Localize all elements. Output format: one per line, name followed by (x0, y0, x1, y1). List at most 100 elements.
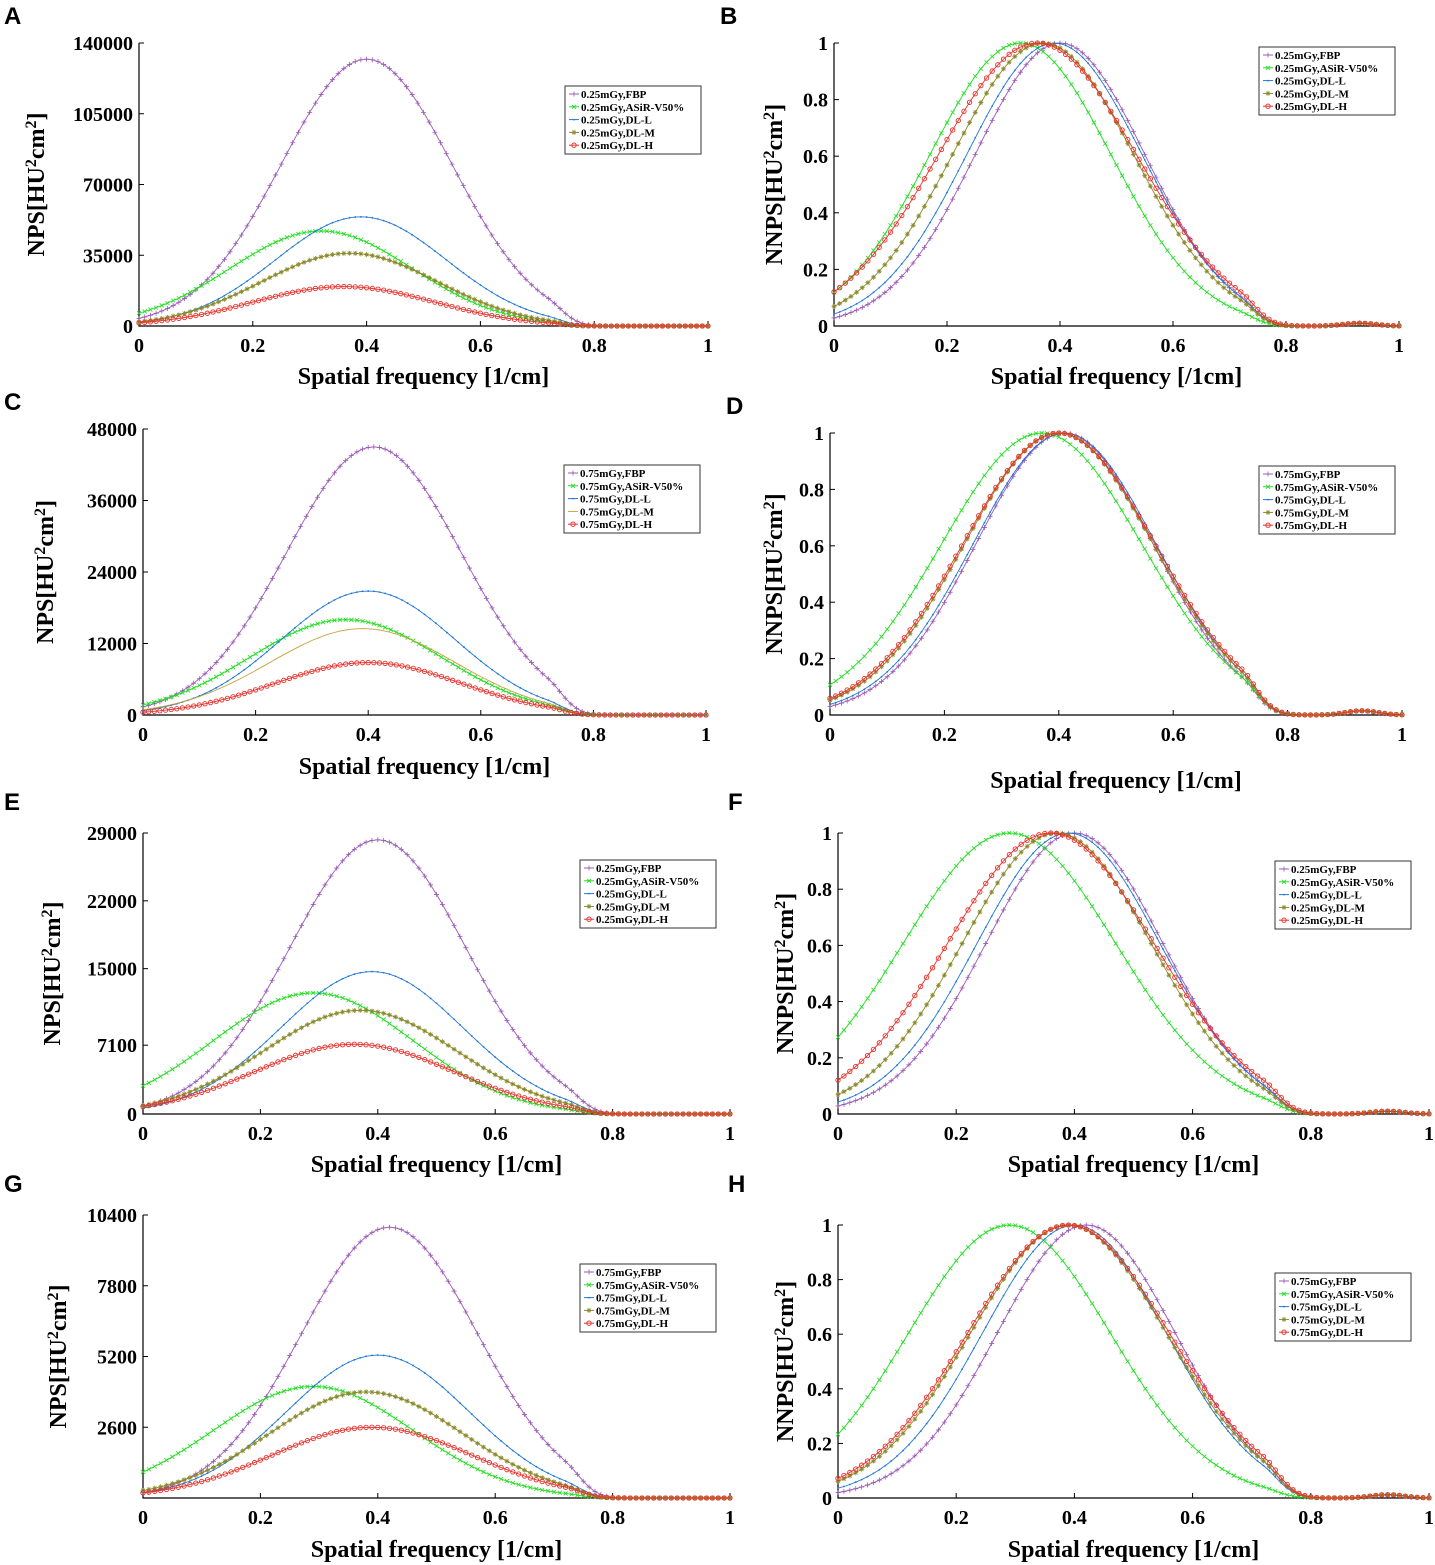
data-point-marker (416, 1404, 422, 1410)
data-point-marker (351, 1245, 357, 1251)
y-axis-label-part: ] (762, 104, 788, 112)
data-point-marker (1001, 831, 1006, 836)
data-point-marker (1198, 285, 1204, 290)
data-point-marker (257, 1436, 263, 1442)
data-point-marker (699, 323, 705, 329)
data-point-marker (545, 1069, 551, 1075)
data-point-marker (1278, 1099, 1284, 1105)
data-point-marker (896, 611, 901, 616)
data-point-marker (516, 1403, 522, 1409)
data-point-marker (258, 595, 264, 601)
data-point-marker (480, 1065, 486, 1071)
data-point-marker (1290, 1488, 1296, 1494)
data-point-marker (935, 955, 942, 961)
data-point-marker (865, 258, 871, 264)
legend-marker (570, 470, 576, 476)
data-point-marker (228, 1416, 234, 1421)
data-point-marker (439, 1417, 445, 1423)
data-point-marker (1256, 1460, 1259, 1462)
data-point-marker (1195, 1010, 1202, 1016)
data-point-marker (978, 937, 981, 939)
data-point-marker (1260, 1453, 1267, 1460)
data-point-marker (1339, 321, 1346, 328)
data-point-marker (486, 1448, 492, 1454)
data-point-marker (364, 252, 370, 258)
data-point-marker (941, 599, 947, 605)
data-point-marker (369, 253, 375, 259)
data-point-marker (1085, 75, 1091, 81)
data-point-marker (375, 59, 381, 65)
data-point-marker (536, 695, 538, 697)
data-point-marker (403, 292, 410, 298)
data-point-marker (668, 1111, 674, 1117)
data-point-marker (912, 1410, 918, 1416)
data-point-marker (432, 299, 438, 305)
data-point-marker (1249, 300, 1255, 306)
data-point-marker (698, 1495, 704, 1501)
legend-marker (586, 1269, 592, 1275)
data-point-marker (867, 295, 869, 298)
data-point-marker (973, 948, 975, 950)
data-point-marker (829, 703, 831, 706)
data-point-marker (507, 300, 510, 303)
data-point-marker (474, 1078, 481, 1085)
data-point-marker (475, 1080, 480, 1086)
data-point-marker (882, 969, 888, 975)
data-point-marker (310, 901, 316, 907)
data-point-marker (1102, 461, 1108, 467)
data-point-marker (665, 323, 671, 329)
legend-entry: 0.75mGy,ASiR-V50% (1275, 482, 1378, 494)
data-point-marker (250, 299, 256, 305)
data-point-marker (246, 280, 249, 283)
data-point-marker (933, 183, 939, 189)
data-point-marker (521, 1473, 528, 1479)
data-point-marker (1054, 830, 1060, 837)
data-point-marker (506, 315, 512, 322)
data-point-marker (978, 66, 984, 72)
data-point-marker (527, 1089, 533, 1095)
data-point-marker (1108, 87, 1114, 93)
data-point-marker (964, 536, 970, 542)
data-point-marker (312, 255, 318, 261)
data-point-marker (480, 1457, 487, 1463)
data-point-marker (876, 1040, 883, 1046)
data-point-marker (1184, 1041, 1189, 1047)
data-point-marker (530, 310, 533, 313)
data-point-marker (1019, 62, 1022, 65)
data-point-marker (432, 277, 438, 283)
data-point-marker (1059, 1222, 1066, 1229)
data-point-marker (1000, 907, 1006, 913)
data-point-marker (959, 1251, 965, 1256)
data-point-marker (682, 323, 688, 329)
y-tick-label: 36000 (87, 491, 137, 513)
data-point-marker (900, 1463, 906, 1469)
data-point-marker (387, 1224, 393, 1230)
data-point-marker (1237, 1476, 1243, 1481)
data-point-marker (953, 1258, 959, 1263)
data-point-marker (423, 613, 426, 616)
data-point-marker (375, 1009, 381, 1015)
data-point-marker (434, 891, 439, 897)
data-point-marker (136, 320, 142, 326)
data-point-marker (445, 258, 448, 261)
data-point-marker (1029, 55, 1035, 61)
data-point-marker (307, 229, 312, 235)
data-point-marker (1046, 54, 1051, 59)
data-point-marker (404, 1019, 410, 1025)
data-point-marker (1414, 1494, 1420, 1500)
data-point-marker (241, 623, 247, 629)
data-point-marker (1048, 840, 1054, 846)
data-point-marker (970, 489, 976, 495)
data-point-marker (527, 1470, 533, 1476)
data-point-marker (937, 1406, 940, 1409)
data-point-marker (347, 61, 353, 67)
data-point-marker (392, 1014, 398, 1020)
data-point-marker (586, 1108, 592, 1114)
data-point-marker (495, 614, 501, 620)
data-point-marker (1087, 62, 1090, 65)
data-point-marker (494, 305, 500, 311)
data-point-marker (991, 105, 994, 107)
data-point-marker (329, 284, 336, 290)
data-point-marker (1227, 655, 1234, 661)
